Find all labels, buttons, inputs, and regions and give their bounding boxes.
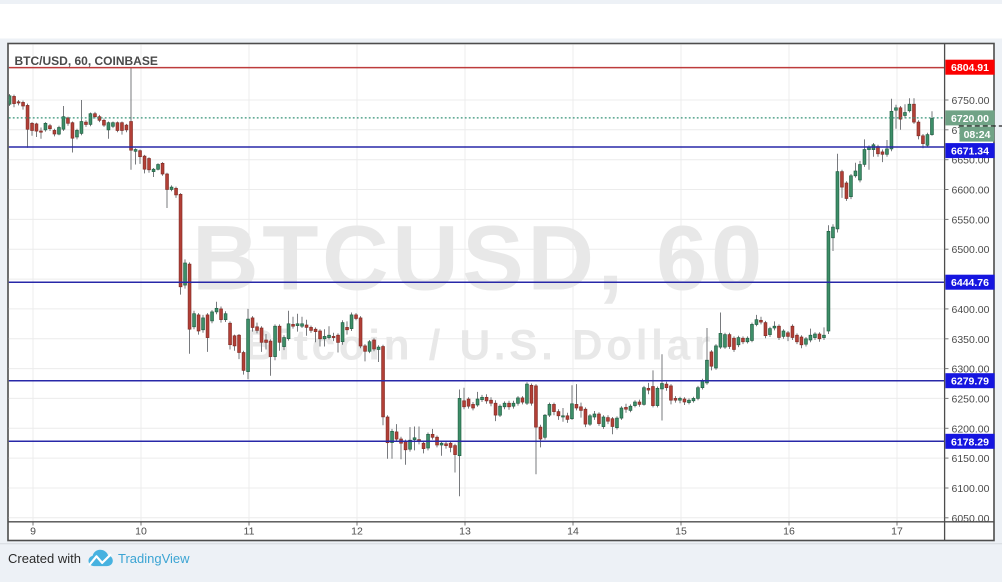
svg-text:TradingView: TradingView [118, 551, 190, 566]
svg-text:6100.00: 6100.00 [952, 483, 990, 495]
svg-text:6750.00: 6750.00 [952, 95, 990, 107]
svg-text:12: 12 [351, 526, 363, 538]
svg-text:6804.91: 6804.91 [951, 62, 989, 74]
svg-text:08:24: 08:24 [964, 129, 991, 141]
svg-text:6400.00: 6400.00 [952, 304, 990, 316]
svg-text:17: 17 [891, 526, 903, 538]
svg-text:6671.34: 6671.34 [951, 146, 989, 158]
svg-text:6550.00: 6550.00 [952, 214, 990, 226]
svg-text:6350.00: 6350.00 [952, 334, 990, 346]
svg-text:6500.00: 6500.00 [952, 244, 990, 256]
svg-text:6150.00: 6150.00 [952, 453, 990, 465]
svg-text:6720.00: 6720.00 [951, 113, 989, 125]
svg-text:Bitcoin / U.S. Dollar: Bitcoin / U.S. Dollar [244, 323, 714, 370]
svg-text:10: 10 [135, 526, 147, 538]
svg-text:14: 14 [567, 526, 579, 538]
svg-text:6178.29: 6178.29 [951, 436, 989, 448]
svg-text:6444.76: 6444.76 [951, 277, 989, 289]
svg-text:9: 9 [30, 526, 36, 538]
svg-text:BTCUSD, 60: BTCUSD, 60 [192, 208, 766, 310]
svg-text:6600.00: 6600.00 [952, 185, 990, 197]
svg-text:6200.00: 6200.00 [952, 423, 990, 435]
svg-text:Created with: Created with [8, 551, 81, 566]
svg-text:6279.79: 6279.79 [951, 376, 989, 388]
svg-text:16: 16 [783, 526, 795, 538]
svg-text:15: 15 [675, 526, 687, 538]
svg-text:11: 11 [244, 526, 255, 538]
svg-text:BTC/USD, 60, COINBASE: BTC/USD, 60, COINBASE [15, 54, 158, 68]
svg-text:6300.00: 6300.00 [952, 364, 990, 376]
svg-text:6050.00: 6050.00 [952, 513, 990, 525]
svg-text:6250.00: 6250.00 [952, 393, 990, 405]
svg-text:13: 13 [459, 526, 471, 538]
